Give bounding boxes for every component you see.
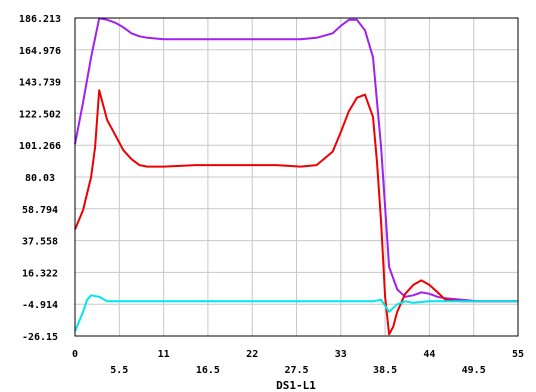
y-tick-label: 143.739 [19,78,61,89]
y-tick-label: 16.322 [22,268,58,279]
y-tick-label: 186.213 [19,14,61,25]
y-tick-label: -26.15 [22,332,58,343]
series-line-3 [74,294,518,332]
x-tick-label: 5.5 [110,365,128,376]
y-tick-label: 101.266 [19,141,61,152]
plot-frame [74,17,519,337]
y-tick-label: 122.502 [19,109,61,120]
x-tick-label: 11 [158,349,170,360]
y-tick-layer: 186.213 164.976 143.739 122.502 101.266 80.03… [19,14,61,343]
x-tick-label: 38.5 [373,365,397,376]
y-tick-label: 80.03 [25,173,55,184]
x-tick-label: 49.5 [462,365,486,376]
series-line-1 [74,17,518,303]
series-layer [74,17,518,336]
x-tick-label: 33 [335,349,347,360]
x-tick-label: 0 [72,349,78,360]
y-tick-label: -4.914 [22,300,58,311]
x-axis-label: DS1-L1 [276,379,316,392]
series-line-2 [74,89,518,336]
y-tick-label: 37.558 [22,237,58,248]
x-tick-label: 55 [512,349,524,360]
x-tick-layer: 0 11 22 33 44 55 5.5 16.5 27.5 38.5 49.5 [72,349,524,376]
y-tick-label: 164.976 [19,46,61,57]
x-tick-label: 44 [423,349,435,360]
x-tick-label: 27.5 [284,365,308,376]
x-tick-label: 16.5 [196,365,220,376]
y-tick-label: 58.794 [22,205,58,216]
grid [75,18,518,336]
x-tick-label: 22 [246,349,258,360]
